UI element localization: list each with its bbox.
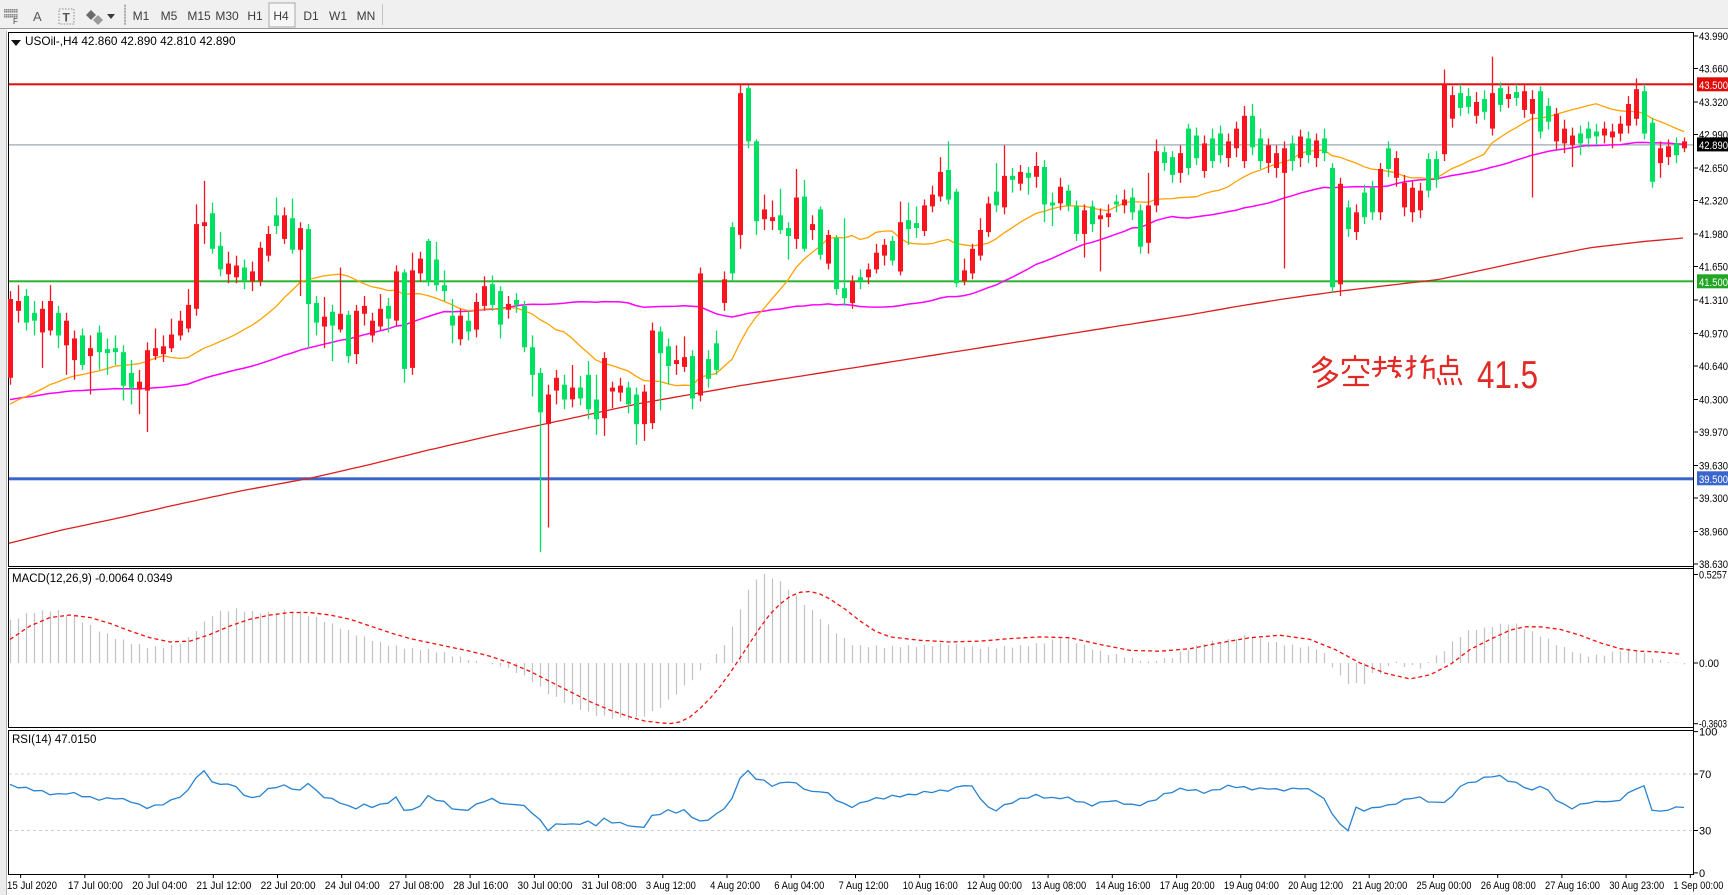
svg-text:MN: MN bbox=[357, 9, 376, 23]
svg-text:39.300: 39.300 bbox=[1699, 493, 1728, 505]
svg-text:25 Aug 00:00: 25 Aug 00:00 bbox=[1417, 880, 1472, 892]
svg-text:43.500: 43.500 bbox=[1699, 80, 1728, 92]
svg-text:24 Jul 04:00: 24 Jul 04:00 bbox=[325, 880, 380, 892]
svg-text:39.500: 39.500 bbox=[1699, 474, 1728, 486]
svg-text:M1: M1 bbox=[133, 9, 150, 23]
svg-text:27 Jul 08:00: 27 Jul 08:00 bbox=[389, 880, 444, 892]
svg-text:0: 0 bbox=[1699, 868, 1705, 880]
svg-text:40.970: 40.970 bbox=[1699, 329, 1728, 341]
svg-text:17 Jul 00:00: 17 Jul 00:00 bbox=[68, 880, 123, 892]
svg-text:17 Aug 20:00: 17 Aug 20:00 bbox=[1160, 880, 1215, 892]
svg-text:41.980: 41.980 bbox=[1699, 229, 1728, 241]
svg-text:0.00: 0.00 bbox=[1699, 658, 1719, 670]
svg-text:M5: M5 bbox=[161, 9, 178, 23]
svg-text:0.5257: 0.5257 bbox=[1699, 570, 1727, 582]
svg-text:20 Jul 04:00: 20 Jul 04:00 bbox=[132, 880, 187, 892]
svg-text:15 Jul 2020: 15 Jul 2020 bbox=[7, 880, 57, 892]
svg-text:38.630: 38.630 bbox=[1699, 559, 1728, 571]
svg-text:4 Aug 20:00: 4 Aug 20:00 bbox=[710, 880, 760, 892]
svg-text:H1: H1 bbox=[247, 9, 263, 23]
svg-text:31 Jul 08:00: 31 Jul 08:00 bbox=[582, 880, 637, 892]
svg-text:42.650: 42.650 bbox=[1699, 163, 1728, 175]
svg-text:19 Aug 04:00: 19 Aug 04:00 bbox=[1224, 880, 1279, 892]
svg-text:-0.3603: -0.3603 bbox=[1699, 719, 1727, 731]
svg-text:30 Jul 00:00: 30 Jul 00:00 bbox=[518, 880, 573, 892]
svg-text:28 Jul 16:00: 28 Jul 16:00 bbox=[453, 880, 508, 892]
svg-text:26 Aug 08:00: 26 Aug 08:00 bbox=[1481, 880, 1536, 892]
svg-text:M15: M15 bbox=[187, 9, 211, 23]
svg-text:39.970: 39.970 bbox=[1699, 427, 1728, 439]
svg-text:6 Aug 04:00: 6 Aug 04:00 bbox=[774, 880, 824, 892]
svg-text:41.5: 41.5 bbox=[1477, 354, 1538, 397]
svg-text:H4: H4 bbox=[273, 9, 289, 23]
svg-text:A: A bbox=[33, 9, 42, 24]
svg-text:100: 100 bbox=[1699, 727, 1717, 739]
svg-text:41.650: 41.650 bbox=[1699, 262, 1728, 274]
svg-text:W1: W1 bbox=[329, 9, 347, 23]
svg-text:42.890: 42.890 bbox=[1699, 140, 1728, 152]
svg-text:21 Jul 12:00: 21 Jul 12:00 bbox=[196, 880, 251, 892]
svg-text:30 Aug 23:00: 30 Aug 23:00 bbox=[1609, 880, 1664, 892]
svg-text:41.500: 41.500 bbox=[1699, 277, 1728, 289]
svg-text:1 Sep 00:00: 1 Sep 00:00 bbox=[1673, 880, 1723, 892]
svg-text:42.320: 42.320 bbox=[1699, 196, 1728, 208]
svg-text:MACD(12,26,9) -0.0064 0.0349: MACD(12,26,9) -0.0064 0.0349 bbox=[12, 573, 172, 585]
svg-text:USOil-,H4 42.860 42.890 42.81: USOil-,H4 42.860 42.890 42.810 42.890 bbox=[25, 34, 236, 48]
svg-text:F: F bbox=[13, 17, 18, 26]
svg-text:41.310: 41.310 bbox=[1699, 295, 1728, 307]
svg-text:43.660: 43.660 bbox=[1699, 64, 1728, 76]
svg-text:30: 30 bbox=[1699, 826, 1711, 838]
svg-text:20 Aug 12:00: 20 Aug 12:00 bbox=[1288, 880, 1343, 892]
svg-text:M30: M30 bbox=[215, 9, 239, 23]
svg-text:7 Aug 12:00: 7 Aug 12:00 bbox=[839, 880, 889, 892]
svg-text:10 Aug 16:00: 10 Aug 16:00 bbox=[903, 880, 958, 892]
svg-text:RSI(14) 47.0150: RSI(14) 47.0150 bbox=[12, 734, 96, 746]
svg-text:12 Aug 00:00: 12 Aug 00:00 bbox=[967, 880, 1022, 892]
svg-text:70: 70 bbox=[1699, 769, 1711, 781]
svg-text:39.630: 39.630 bbox=[1699, 461, 1728, 473]
svg-text:3 Aug 12:00: 3 Aug 12:00 bbox=[646, 880, 696, 892]
svg-text:14 Aug 16:00: 14 Aug 16:00 bbox=[1095, 880, 1150, 892]
svg-text:D1: D1 bbox=[303, 9, 319, 23]
svg-text:22 Jul 20:00: 22 Jul 20:00 bbox=[261, 880, 316, 892]
svg-text:27 Aug 16:00: 27 Aug 16:00 bbox=[1545, 880, 1600, 892]
svg-text:13 Aug 08:00: 13 Aug 08:00 bbox=[1031, 880, 1086, 892]
svg-text:43.320: 43.320 bbox=[1699, 97, 1728, 109]
svg-text:21 Aug 20:00: 21 Aug 20:00 bbox=[1352, 880, 1407, 892]
svg-text:38.960: 38.960 bbox=[1699, 527, 1728, 539]
svg-text:40.640: 40.640 bbox=[1699, 361, 1728, 373]
svg-text:40.300: 40.300 bbox=[1699, 395, 1728, 407]
svg-text:43.990: 43.990 bbox=[1699, 31, 1728, 43]
svg-text:T: T bbox=[63, 11, 71, 25]
